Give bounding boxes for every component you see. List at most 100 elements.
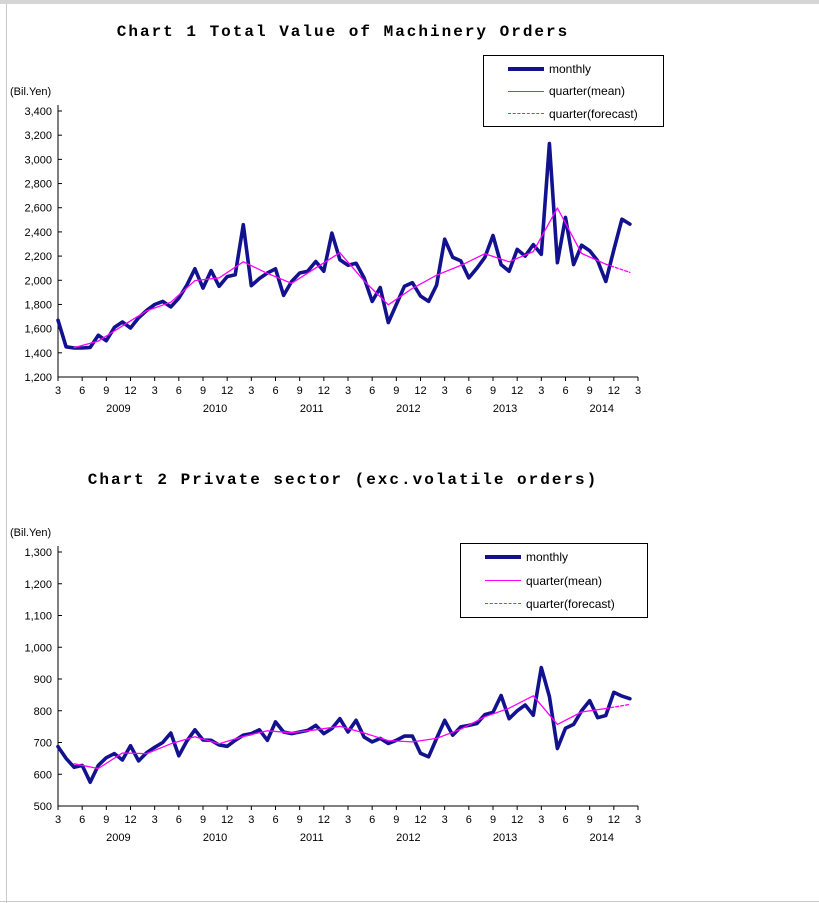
chart1-x-tick-label: 3	[152, 385, 158, 397]
chart2-year-label: 2011	[300, 832, 324, 844]
chart1-x-tick-label: 6	[369, 385, 375, 397]
chart2-x-tick-label: 12	[511, 814, 523, 826]
quarter-forecast-line-swatch-icon	[508, 113, 544, 114]
chart2-mean-line-path	[73, 695, 607, 770]
chart1-y-tick-label: 2,400	[24, 227, 52, 239]
chart2-x-tick-label: 9	[587, 814, 593, 826]
chart2-unit-label: (Bil.Yen)	[10, 527, 52, 539]
chart1-year-label: 2009	[106, 403, 130, 415]
chart1-y-tick-label: 2,200	[24, 251, 52, 263]
chart2-y-tick-label: 1,100	[24, 611, 52, 623]
chart2-x-tick-label: 9	[103, 814, 109, 826]
chart2-y-tick-label: 700	[34, 738, 52, 750]
chart1-x-tick-label: 9	[200, 385, 206, 397]
chart2-x-tick-label: 6	[369, 814, 375, 826]
chart2-x-tick-label: 3	[635, 814, 641, 826]
chart1-year-label: 2010	[203, 403, 227, 415]
chart2-x-tick-label: 6	[79, 814, 85, 826]
chart1-y-tick-label: 1,600	[24, 324, 52, 336]
chart1-x-tick-label: 6	[562, 385, 568, 397]
chart1-x-tick-label: 3	[635, 385, 641, 397]
chart1-x-tick-label: 12	[608, 385, 620, 397]
chart1-y-tick-label: 3,200	[24, 130, 52, 142]
window-left-edge	[6, 4, 7, 903]
legend-item-quarter-forecast: quarter(forecast)	[485, 594, 647, 614]
chart2-y-tick-label: 1,000	[24, 642, 52, 654]
quarter-mean-line-swatch-icon	[485, 580, 521, 581]
chart1-x-tick-label: 12	[124, 385, 136, 397]
chart1-x-tick-label: 9	[587, 385, 593, 397]
legend-item-monthly: monthly	[508, 59, 663, 79]
chart2-year-label: 2014	[590, 832, 614, 844]
chart1-monthly-line-path	[56, 141, 632, 350]
chart1-y-tick-label: 1,800	[24, 299, 52, 311]
chart1-x-tick-label: 3	[248, 385, 254, 397]
chart2-x-tick-label: 9	[200, 814, 206, 826]
legend-label-quarter-forecast: quarter(forecast)	[526, 596, 615, 611]
chart2-y-tick-label: 600	[34, 769, 52, 781]
chart2-x-tick-label: 12	[318, 814, 330, 826]
chart1-x-tick-label: 6	[272, 385, 278, 397]
chart1-x-tick-label: 9	[103, 385, 109, 397]
chart1-x-tick-label: 3	[442, 385, 448, 397]
chart2-y-tick-label: 1,300	[24, 547, 52, 559]
chart1-y-tick-label: 2,800	[24, 179, 52, 191]
chart2-forecast-line-path	[605, 703, 631, 710]
chart1-forecast-line-path	[605, 263, 631, 274]
chart1-legend: monthly quarter(mean) quarter(forecast)	[483, 55, 664, 127]
chart1-y-tick-label: 2,000	[24, 275, 52, 287]
chart1-y-tick-label: 1,400	[24, 348, 52, 360]
chart1-y-tick-label: 3,400	[24, 106, 52, 118]
legend-item-quarter-mean: quarter(mean)	[485, 571, 647, 591]
chart2-x-tick-label: 3	[55, 814, 61, 826]
chart2-y-tick-label: 900	[34, 674, 52, 686]
chart2-monthly-line-path	[56, 665, 632, 784]
chart1-x-tick-label: 9	[297, 385, 303, 397]
legend-label-quarter-mean: quarter(mean)	[549, 84, 626, 98]
monthly-line-swatch-icon	[508, 66, 544, 71]
chart1-year-label: 2012	[396, 403, 420, 415]
chart1-x-tick-label: 12	[414, 385, 426, 397]
legend-label-quarter-mean: quarter(mean)	[526, 573, 603, 588]
legend-item-monthly: monthly	[485, 547, 647, 567]
chart2-x-tick-label: 12	[608, 814, 620, 826]
chart1-x-tick-label: 3	[55, 385, 61, 397]
chart2-x-tick-label: 6	[272, 814, 278, 826]
chart1-x-tick-label: 9	[393, 385, 399, 397]
chart1-year-label: 2011	[300, 403, 324, 415]
chart2-year-label: 2013	[493, 832, 517, 844]
chart1-y-tick-label: 3,000	[24, 154, 52, 166]
chart1-title: Chart 1 Total Value of Machinery Orders	[116, 23, 570, 41]
chart1-x-tick-label: 3	[538, 385, 544, 397]
window-bottom-edge	[0, 901, 819, 902]
quarter-mean-line-swatch-icon	[508, 90, 544, 92]
chart2-legend: monthly quarter(mean) quarter(forecast)	[460, 543, 648, 618]
chart2-x-tick-label: 12	[414, 814, 426, 826]
chart2-x-tick-label: 3	[248, 814, 254, 826]
chart2-x-tick-label: 3	[345, 814, 351, 826]
chart2-x-tick-label: 9	[490, 814, 496, 826]
chart2-x-tick-label: 3	[442, 814, 448, 826]
chart2-x-tick-label: 6	[176, 814, 182, 826]
chart2-x-tick-label: 9	[393, 814, 399, 826]
chart2-x-tick-label: 6	[562, 814, 568, 826]
chart1-x-tick-label: 12	[318, 385, 330, 397]
chart2-x-tick-label: 12	[124, 814, 136, 826]
chart1-x-tick-label: 6	[79, 385, 85, 397]
chart1-unit-label: (Bil.Yen)	[10, 86, 52, 98]
chart1-x-tick-label: 3	[345, 385, 351, 397]
legend-label-quarter-forecast: quarter(forecast)	[549, 106, 638, 121]
chart2-year-label: 2012	[396, 832, 420, 844]
chart1-mean-line-path	[73, 207, 607, 349]
chart2-x-tick-label: 3	[538, 814, 544, 826]
chart1-x-tick-label: 12	[511, 385, 523, 397]
chart2-y-tick-label: 500	[34, 801, 52, 813]
chart2-y-tick-label: 800	[34, 706, 52, 718]
legend-item-quarter-mean: quarter(mean)	[508, 81, 663, 101]
chart2-year-label: 2009	[106, 832, 130, 844]
monthly-line-swatch-icon	[485, 555, 521, 560]
chart1-x-tick-label: 6	[466, 385, 472, 397]
chart1-y-tick-label: 2,600	[24, 203, 52, 215]
legend-label-monthly: monthly	[526, 550, 569, 565]
